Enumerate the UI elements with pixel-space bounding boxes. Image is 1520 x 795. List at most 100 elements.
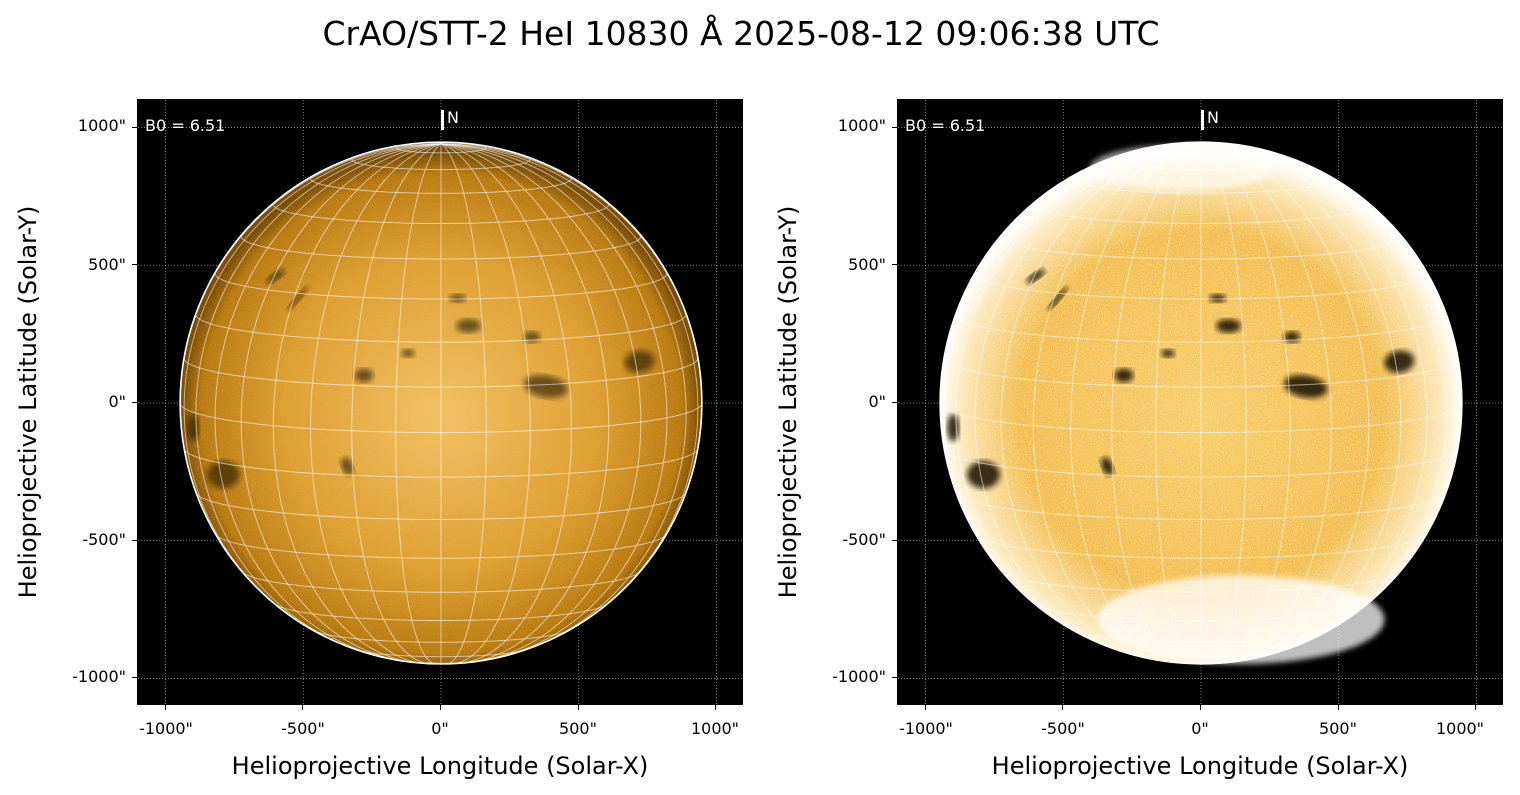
left-north-marker	[441, 110, 444, 130]
longitude-line	[183, 143, 442, 622]
left-y-axis-label: Helioprojective Latitude (Solar-Y)	[14, 205, 42, 599]
solar-limb	[939, 141, 1463, 665]
right-ytick: 0"	[868, 392, 886, 411]
right-ytick: -1000"	[832, 667, 886, 686]
y-tick-mark	[132, 264, 137, 266]
longitude-line	[1200, 143, 1428, 659]
right-ytick: 500"	[848, 255, 886, 274]
left-xtick: -500"	[281, 719, 325, 738]
x-tick-mark	[577, 705, 579, 710]
left-north-label: N	[447, 108, 459, 127]
dark-feature	[1161, 349, 1175, 358]
dark-feature	[456, 318, 481, 333]
dark-feature	[1384, 350, 1415, 373]
x-tick-mark	[924, 705, 926, 710]
longitude-line	[1200, 143, 1370, 663]
left-ytick: -1000"	[72, 667, 126, 686]
y-tick-mark	[892, 677, 897, 679]
right-xtick: 1000"	[1435, 719, 1485, 738]
longitude-line	[272, 143, 442, 663]
longitude-line	[440, 143, 687, 651]
dark-feature	[1283, 374, 1328, 398]
longitude-line	[240, 143, 442, 661]
left-image-panel: B0 = 6.51 N	[137, 99, 743, 705]
longitude-line	[310, 143, 442, 664]
longitude-line	[440, 143, 642, 661]
dark-feature	[624, 350, 655, 373]
longitude-line	[351, 143, 442, 664]
longitude-line	[1200, 143, 1247, 665]
left-solar-map	[138, 100, 742, 704]
dark-feature	[966, 460, 1000, 489]
dark-feature	[206, 460, 240, 489]
right-xtick: 0"	[1191, 719, 1209, 738]
longitude-line	[440, 143, 531, 664]
dark-feature	[449, 294, 466, 303]
y-tick-mark	[132, 539, 137, 541]
longitude-line	[1200, 143, 1332, 664]
right-north-marker	[1201, 110, 1204, 130]
dark-feature	[1047, 286, 1068, 311]
y-tick-mark	[132, 402, 137, 403]
figure-title: CrAO/STT-2 HeI 10830 Å 2025-08-12 09:06:…	[322, 14, 1160, 53]
right-xtick: -500"	[1041, 719, 1085, 738]
longitude-line	[440, 143, 668, 659]
longitude-line	[440, 143, 487, 665]
x-tick-mark	[440, 705, 441, 710]
dark-feature	[1101, 457, 1114, 476]
right-solar-map	[898, 100, 1502, 704]
longitude-line	[955, 143, 1202, 651]
longitude-line	[440, 143, 699, 622]
longitude-line	[1200, 143, 1291, 664]
dark-feature	[1026, 269, 1046, 284]
left-ytick: 1000"	[77, 116, 126, 135]
left-ytick: -500"	[82, 530, 126, 549]
left-b0-label: B0 = 6.51	[145, 116, 226, 135]
dark-feature	[1209, 294, 1226, 303]
y-tick-mark	[892, 402, 897, 403]
x-tick-mark	[164, 705, 166, 710]
right-x-axis-label: Helioprojective Longitude (Solar-X)	[991, 752, 1409, 780]
y-tick-mark	[132, 126, 137, 128]
y-tick-mark	[892, 264, 897, 266]
dark-feature	[523, 374, 568, 398]
right-y-axis-label: Helioprojective Latitude (Solar-Y)	[774, 205, 802, 599]
dark-feature	[266, 269, 286, 284]
y-tick-mark	[892, 539, 897, 541]
longitude-line	[395, 143, 442, 665]
longitude-line	[974, 143, 1202, 659]
longitude-line	[1032, 143, 1202, 663]
longitude-line	[1200, 143, 1447, 651]
right-xtick: -1000"	[899, 719, 953, 738]
left-xtick: 1000"	[690, 719, 740, 738]
longitude-line	[440, 143, 572, 664]
right-ytick: -500"	[842, 530, 886, 549]
dark-feature	[354, 368, 374, 383]
longitude-line	[1155, 143, 1202, 665]
x-tick-mark	[1475, 705, 1477, 710]
longitude-line	[214, 143, 442, 659]
longitude-line	[1200, 143, 1459, 622]
x-tick-mark	[1062, 705, 1064, 710]
x-tick-mark	[302, 705, 304, 710]
right-ytick: 1000"	[837, 116, 886, 135]
dark-feature	[1114, 368, 1134, 383]
solar-limb	[179, 141, 703, 665]
left-xtick: -1000"	[139, 719, 193, 738]
longitude-line	[1070, 143, 1202, 664]
dark-feature	[1216, 318, 1241, 333]
right-image-panel: B0 = 6.51 N	[897, 99, 1503, 705]
left-ytick: 0"	[108, 392, 126, 411]
longitude-line	[1000, 143, 1202, 661]
longitude-line	[195, 143, 442, 651]
x-tick-mark	[715, 705, 717, 710]
right-b0-label: B0 = 6.51	[905, 116, 986, 135]
dark-feature	[401, 349, 415, 358]
left-x-axis-label: Helioprojective Longitude (Solar-X)	[231, 752, 649, 780]
y-tick-mark	[892, 126, 897, 128]
x-tick-mark	[1337, 705, 1339, 710]
longitude-line	[1200, 143, 1402, 661]
longitude-line	[943, 143, 1202, 622]
x-tick-mark	[1200, 705, 1201, 710]
dark-feature	[341, 457, 354, 476]
